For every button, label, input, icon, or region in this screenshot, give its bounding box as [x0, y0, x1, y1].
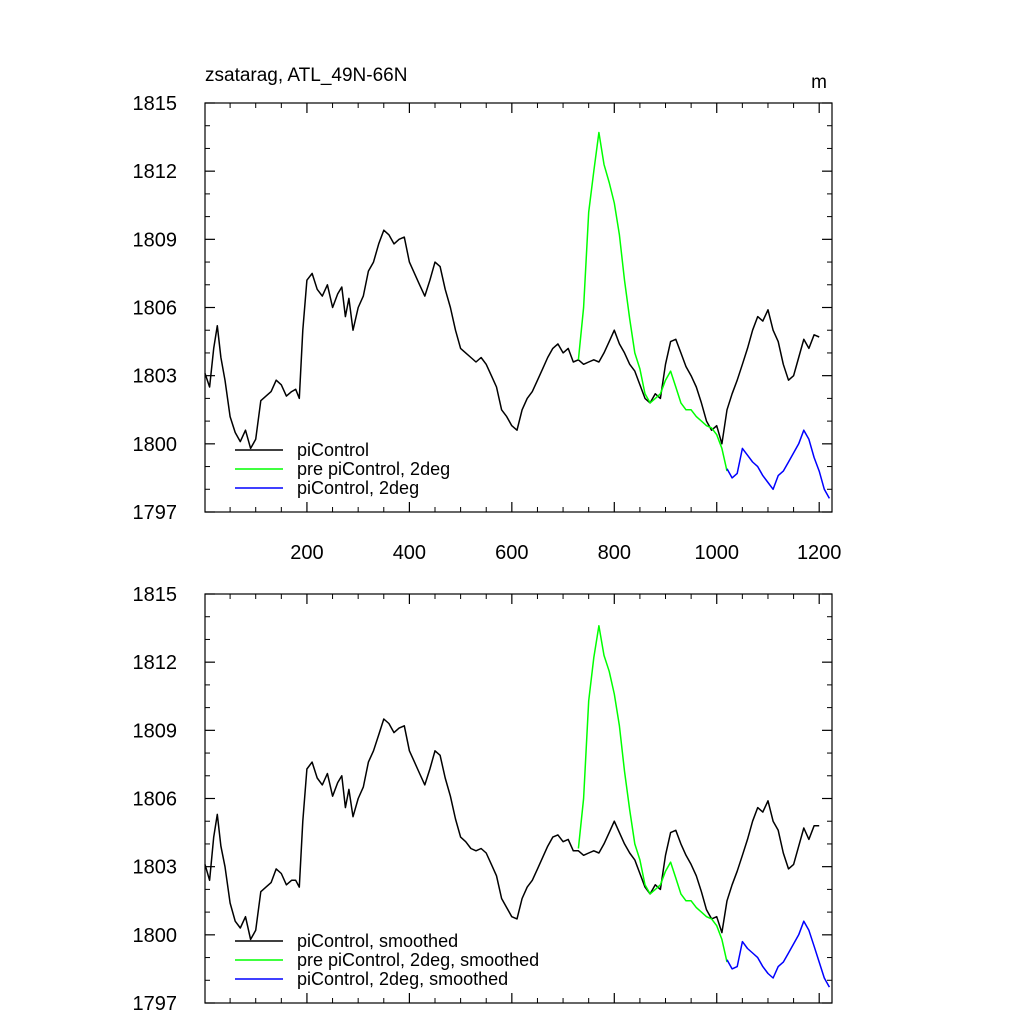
y-tick-label: 1803	[133, 857, 178, 879]
panel-1: 200 400 600 800 1000 1200 1797 1800 1803 1806 1809…	[133, 65, 842, 564]
y-tick-label: 1809	[133, 229, 178, 251]
panel-2: 1797 1800 1803 1806 1809 1812 1815 piControl, s…	[133, 584, 833, 1015]
x-tick-label: 1000	[694, 542, 739, 564]
series-line-2	[577, 625, 728, 963]
y-tick-label: 1809	[133, 720, 178, 742]
y-tick-label: 1800	[133, 925, 178, 947]
y-tick-label: 1806	[133, 789, 178, 811]
legend-label: piControl, smoothed	[297, 931, 458, 951]
legend-label: piControl, 2deg, smoothed	[297, 969, 508, 989]
y-tick-label: 1803	[133, 366, 178, 388]
legend-label: pre piControl, 2deg, smoothed	[297, 950, 539, 970]
series-line-1	[204, 718, 820, 941]
x-tick-label: 600	[495, 542, 528, 564]
x-tick-label: 1200	[797, 542, 842, 564]
series-line-1	[204, 229, 820, 450]
series-line-3	[726, 920, 831, 988]
series-line-3	[726, 429, 831, 499]
x-tick-label: 800	[598, 542, 631, 564]
y-tick-label: 1812	[133, 652, 178, 674]
chart-title: zsatarag, ATL_49N-66N	[205, 65, 407, 86]
legend-label: piControl	[297, 440, 369, 460]
legend-label: piControl, 2deg	[297, 478, 419, 498]
y-tick-label: 1797	[133, 993, 178, 1015]
y-tick-label: 1815	[133, 93, 178, 115]
y-tick-label: 1797	[133, 502, 178, 524]
y-tick-label: 1806	[133, 298, 178, 320]
series-line-2	[577, 131, 728, 472]
y-tick-label: 1800	[133, 434, 178, 456]
units-label: m	[811, 72, 827, 93]
legend-label: pre piControl, 2deg	[297, 459, 450, 479]
y-tick-label: 1815	[133, 584, 178, 606]
x-tick-label: 200	[290, 542, 323, 564]
y-tick-label: 1812	[133, 161, 178, 183]
x-tick-label: 400	[393, 542, 426, 564]
